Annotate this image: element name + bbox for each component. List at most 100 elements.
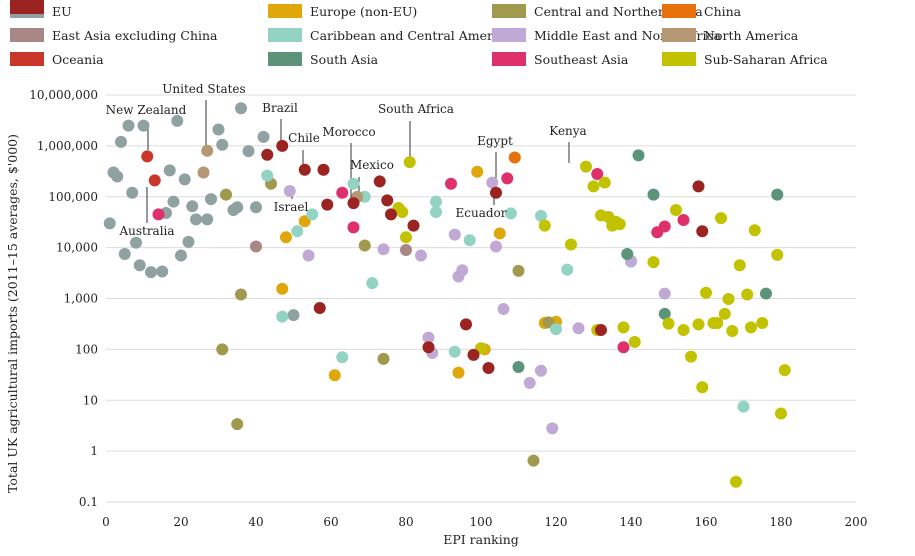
legend-swatch-middle-east-and-north-africa [492,28,526,42]
legend-swatch-south-america [10,0,44,14]
legend-label-eu: EU [52,4,72,19]
point-sub-saharan-africa [677,324,690,337]
point-eu [190,213,202,226]
y-tick-label: 1,000 [64,292,98,306]
point-sub-saharan-africa [771,248,784,261]
x-tick-label: 120 [545,515,568,529]
point-south-america [490,186,502,199]
legend-label-sub-saharan-africa: Sub-Saharan Africa [704,52,828,67]
point-caribbean-and-central-america [276,310,289,323]
data-points [103,102,791,488]
legend-swatch-north-america [662,28,696,42]
point-oceania [148,174,161,187]
legend-swatch-oceania [10,52,44,66]
point-sub-saharan-africa [748,224,761,237]
point-middle-east-and-north-africa [486,176,499,189]
point-caribbean-and-central-america [550,323,562,336]
point-eu [235,102,247,115]
point-south-america [373,175,386,188]
x-tick-label: 0 [102,515,110,529]
legend-swatch-east-asia-excluding-china [10,28,44,42]
annotation-south-africa: South Africa [378,102,454,116]
point-europe-non-eu [493,227,506,240]
point-eu [118,247,131,260]
point-sub-saharan-africa [587,180,600,193]
point-middle-east-and-north-africa [535,364,547,377]
point-caribbean-and-central-america [737,400,750,413]
point-sub-saharan-africa [613,218,626,231]
point-east-asia-excluding-china [250,240,262,253]
x-tick-label: 60 [323,515,338,529]
point-central-and-northern-asia [512,264,525,277]
x-axis-ticks: 0 20 40 60 80 100 120 140 160 180 200 [102,515,867,529]
point-sub-saharan-africa [696,381,709,394]
point-middle-east-and-north-africa [456,264,469,277]
point-eu [201,213,214,226]
point-eu [163,164,176,177]
point-south-america [313,302,326,315]
point-central-and-northern-asia [231,418,244,431]
point-central-and-northern-asia [216,343,229,356]
point-middle-east-and-north-africa [422,331,435,344]
annotation-united-states: United States [162,82,245,96]
point-middle-east-and-north-africa [302,249,315,262]
point-southeast-asia [617,341,630,354]
legend-swatch-europe-non-eu [268,4,302,18]
point-europe-non-eu [471,165,484,178]
point-south-america [460,318,472,331]
point-sub-saharan-africa [617,321,630,334]
point-eu [115,135,127,148]
point-sub-saharan-africa [598,176,611,189]
y-tick-label: 0.1 [79,495,98,509]
point-caribbean-and-central-america [347,177,360,190]
point-eu [216,138,229,151]
point-caribbean-and-central-america [366,277,379,290]
point-eu [178,173,191,186]
annotation-brazil: Brazil [262,101,298,115]
point-eu [103,217,116,230]
point-europe-non-eu [328,369,341,382]
point-sub-saharan-africa [700,286,712,299]
point-southeast-asia [152,208,165,221]
point-south-asia [512,361,525,374]
point-southeast-asia [445,177,457,190]
point-sub-saharan-africa [722,292,735,305]
point-middle-east-and-north-africa [546,422,559,435]
point-middle-east-and-north-africa [658,287,671,300]
y-tick-label: 10 [83,393,98,407]
point-south-america [261,148,274,161]
point-southeast-asia [677,213,690,226]
y-tick-label: 1 [90,444,98,458]
point-eu [287,309,300,322]
point-caribbean-and-central-america [306,208,319,221]
x-tick-label: 80 [398,515,413,529]
annotation-chile: Chile [288,131,320,145]
point-central-and-northern-asia [235,288,247,301]
point-eu [231,201,244,214]
point-caribbean-and-central-america [430,195,442,208]
x-tick-label: 100 [470,515,493,529]
legend-swatch-caribbean-and-central-america [268,28,302,42]
point-middle-east-and-north-africa [415,249,427,262]
y-tick-label: 100,000 [48,190,98,204]
legend-label-europe-non-eu: Europe (non-EU) [310,4,417,19]
x-tick-label: 20 [173,515,188,529]
legend-label-southeast-asia: Southeast Asia [534,52,629,67]
legend-swatch-south-asia [268,52,302,66]
point-eu [250,201,262,214]
point-sub-saharan-africa [403,156,416,169]
point-south-america [321,198,334,211]
annotation-kenya: Kenya [549,124,586,138]
point-eu [137,119,150,132]
y-axis-label: Total UK agricultural imports (2011–15 a… [5,134,20,493]
point-caribbean-and-central-america [291,225,304,238]
point-europe-non-eu [280,231,292,244]
point-sub-saharan-africa [756,316,769,329]
point-southeast-asia [347,221,360,234]
annotation-new-zealand: New Zealand [106,103,187,117]
x-axis-label: EPI ranking [443,532,519,547]
x-tick-label: 140 [620,515,643,529]
point-middle-east-and-north-africa [497,303,510,316]
point-sub-saharan-africa [670,203,682,216]
